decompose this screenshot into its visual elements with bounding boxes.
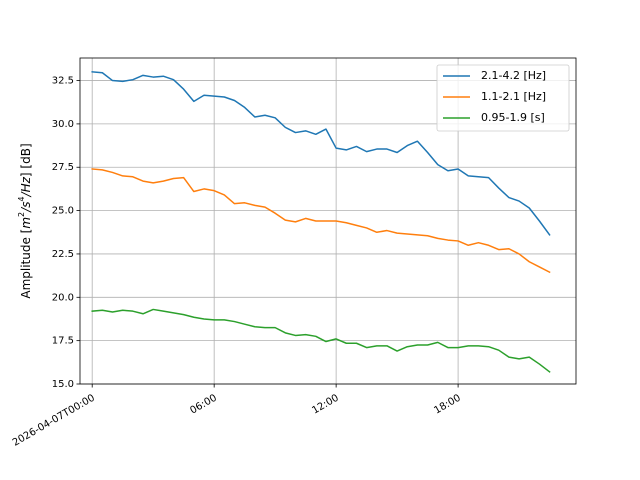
series-line-2 <box>91 168 551 274</box>
y-tick-label: 22.5 <box>52 249 74 260</box>
ylabel-tail: /Hz <box>19 176 33 197</box>
legend-label-3: 0.95-1.9 [s] <box>481 111 545 124</box>
y-axis: 15.0 17.5 20.0 22.5 25.0 27.5 30.0 32.5 <box>52 76 80 390</box>
y-tick-label: 20.0 <box>52 292 74 303</box>
y-tick-label: 17.5 <box>52 336 74 347</box>
y-tick-label: 27.5 <box>52 162 74 173</box>
series-line-3 <box>91 308 551 373</box>
series-line-1 <box>91 71 551 236</box>
y-tick-label: 30.0 <box>52 119 74 130</box>
ylabel-sup1: 2 <box>17 212 26 217</box>
ylabel-sup2: 4 <box>17 196 26 201</box>
legend-box <box>436 64 570 132</box>
y-tick-label: 15.0 <box>52 379 74 390</box>
ylabel-mid: /s <box>19 202 33 213</box>
legend-label-1: 2.1-4.2 [Hz] <box>481 69 546 82</box>
plot-frame <box>79 57 577 385</box>
legend-label-2: 1.1-2.1 [Hz] <box>481 90 546 103</box>
ylabel-base: m <box>19 217 33 229</box>
series-layer <box>91 71 551 373</box>
y-tick-label: 32.5 <box>52 76 74 87</box>
legend: 2.1-4.2 [Hz] 1.1-2.1 [Hz] 0.95-1.9 [s] <box>436 64 570 132</box>
y-tick-label: 25.0 <box>52 206 74 217</box>
y-axis-label: Amplitude [m2/s4/Hz] [dB] <box>17 143 33 298</box>
